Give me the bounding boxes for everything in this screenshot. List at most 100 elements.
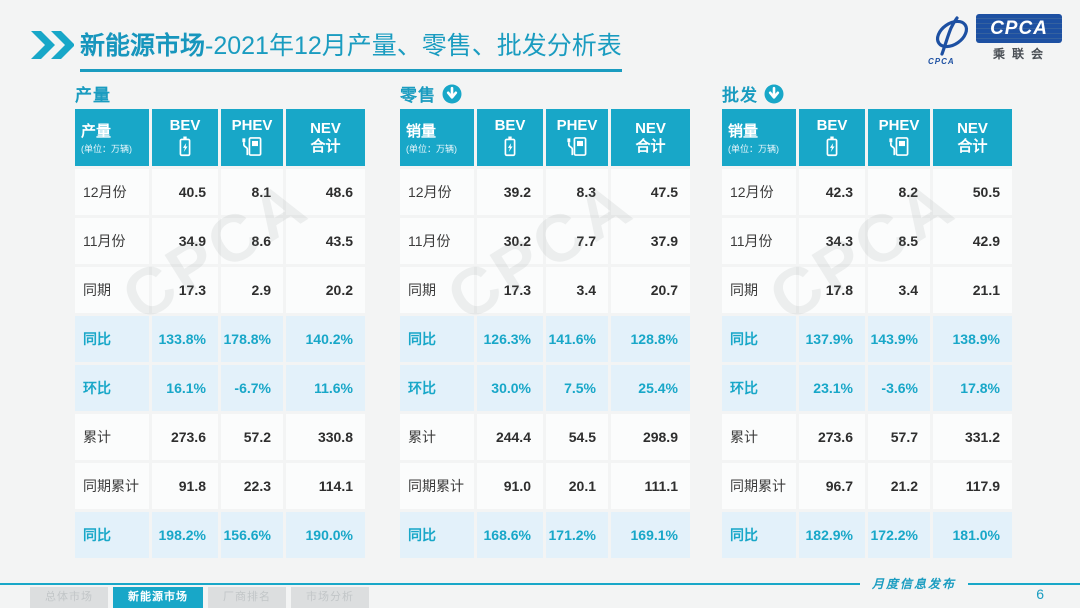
phev-label: PHEV <box>231 117 273 134</box>
nev-total-label: 合计 <box>635 138 666 155</box>
title-highlight: 新能源市场 <box>80 32 206 60</box>
bev-label: BEV <box>169 117 201 134</box>
unit-label: (单位：万辆) <box>406 144 457 154</box>
row-label: 11月份 <box>722 218 796 264</box>
cell-value: 22.3 <box>221 463 283 509</box>
cell-value: 25.4% <box>611 365 690 411</box>
cell-value: 8.5 <box>868 218 930 264</box>
wholesale-table: 销量 (单位：万辆) BEV PHEV NEV 合计 12月份 42.3 8.2 50… <box>722 109 1012 558</box>
row-label: 同比 <box>400 316 474 362</box>
row-label: 累计 <box>75 414 149 460</box>
row-label: 同比 <box>75 316 149 362</box>
section-title-retail: 零售 <box>400 86 436 105</box>
section-title-wholesale: 批发 <box>722 86 758 105</box>
phev-label: PHEV <box>556 117 598 134</box>
cell-value: 47.5 <box>611 169 690 215</box>
circle-down-arrow-icon <box>764 84 784 103</box>
cell-value: 273.6 <box>799 414 865 460</box>
cell-value: 20.7 <box>611 267 690 313</box>
row-label: 同比 <box>400 512 474 558</box>
cell-value: 42.9 <box>933 218 1012 264</box>
footer-tab-nev-market[interactable]: 新能源市场 <box>113 587 203 608</box>
cell-value: 37.9 <box>611 218 690 264</box>
cell-value: 169.1% <box>611 512 690 558</box>
cell-value: 8.1 <box>221 169 283 215</box>
cell-value: 181.0% <box>933 512 1012 558</box>
cell-value: 114.1 <box>286 463 365 509</box>
publish-banner: 月度信息发布 <box>0 575 1080 592</box>
cell-value: 128.8% <box>611 316 690 362</box>
cell-value: 21.2 <box>868 463 930 509</box>
unit-label: (单位：万辆) <box>81 144 132 154</box>
page-title: 新能源市场-2021年12月产量、零售、批发分析表 <box>80 26 622 72</box>
retail-table: 销量 (单位：万辆) BEV PHEV NEV 合计 12月份 39.2 8.3 47… <box>400 109 690 558</box>
cell-value: 178.8% <box>221 316 283 362</box>
cell-value: 298.9 <box>611 414 690 460</box>
cell-value: 3.4 <box>546 267 608 313</box>
cpca-acronym: CPCA <box>976 14 1062 43</box>
cell-value: -6.7% <box>221 365 283 411</box>
cell-value: 7.5% <box>546 365 608 411</box>
cell-value: 11.6% <box>286 365 365 411</box>
nev-label: NEV <box>957 119 988 137</box>
header-cell-nev: NEV 合计 <box>611 109 690 166</box>
footer-tab-overall-market[interactable]: 总体市场 <box>30 587 108 608</box>
cell-value: 156.6% <box>221 512 283 558</box>
header-cell-metric: 销量 (单位：万辆) <box>400 109 474 166</box>
page-number: 6 <box>1036 586 1044 602</box>
row-label: 同期累计 <box>400 463 474 509</box>
cell-value: 198.2% <box>152 512 218 558</box>
double-chevron-icon <box>28 30 75 65</box>
cell-value: 50.5 <box>933 169 1012 215</box>
row-label: 11月份 <box>75 218 149 264</box>
cell-value: 21.1 <box>933 267 1012 313</box>
footer-tab-oem-ranking[interactable]: 厂商排名 <box>208 587 286 608</box>
cell-value: 16.1% <box>152 365 218 411</box>
footer-tab-market-analysis[interactable]: 市场分析 <box>291 587 369 608</box>
cell-value: 117.9 <box>933 463 1012 509</box>
row-label: 12月份 <box>400 169 474 215</box>
row-label: 同期 <box>75 267 149 313</box>
row-label: 环比 <box>75 365 149 411</box>
cell-value: 48.6 <box>286 169 365 215</box>
cell-value: 17.8% <box>933 365 1012 411</box>
row-label: 同期累计 <box>722 463 796 509</box>
row-label: 累计 <box>400 414 474 460</box>
row-label: 环比 <box>722 365 796 411</box>
header-cell-metric: 销量 (单位：万辆) <box>722 109 796 166</box>
row-label: 同比 <box>75 512 149 558</box>
retail-panel: 零售 销量 (单位：万辆) BEV PHEV NEV 合计 12月份 39.2 8.… <box>400 82 690 558</box>
cell-value: 8.2 <box>868 169 930 215</box>
unit-label: (单位：万辆) <box>728 144 779 154</box>
battery-icon <box>826 136 838 157</box>
nev-label: NEV <box>310 119 341 137</box>
cell-value: 111.1 <box>611 463 690 509</box>
cell-value: 143.9% <box>868 316 930 362</box>
cell-value: 17.3 <box>477 267 543 313</box>
battery-icon <box>179 136 191 157</box>
cell-value: 133.8% <box>152 316 218 362</box>
cell-value: 8.3 <box>546 169 608 215</box>
cell-value: 34.9 <box>152 218 218 264</box>
header-cell-phev: PHEV <box>221 109 283 166</box>
row-label: 环比 <box>400 365 474 411</box>
cell-value: 57.2 <box>221 414 283 460</box>
cell-value: 330.8 <box>286 414 365 460</box>
title-rest: -2021年12月产量、零售、批发分析表 <box>205 32 622 60</box>
cpca-subtext: 乘联会 <box>992 47 1050 61</box>
cell-value: 8.6 <box>221 218 283 264</box>
cell-value: 23.1% <box>799 365 865 411</box>
row-label: 11月份 <box>400 218 474 264</box>
production-panel: 产量 产量 (单位：万辆) BEV PHEV NEV 合计 12月份 40.5 8.… <box>75 82 365 558</box>
nev-total-label: 合计 <box>957 138 988 155</box>
cell-value: 126.3% <box>477 316 543 362</box>
cpca-logo: CPCA CPCA 乘联会 <box>928 14 1062 66</box>
metric-label: 销量 <box>406 123 437 140</box>
divider-line <box>968 582 1080 585</box>
row-label: 同期累计 <box>75 463 149 509</box>
header-cell-metric: 产量 (单位：万辆) <box>75 109 149 166</box>
header-cell-bev: BEV <box>152 109 218 166</box>
row-label: 12月份 <box>722 169 796 215</box>
cell-value: 91.0 <box>477 463 543 509</box>
row-label: 同比 <box>722 512 796 558</box>
